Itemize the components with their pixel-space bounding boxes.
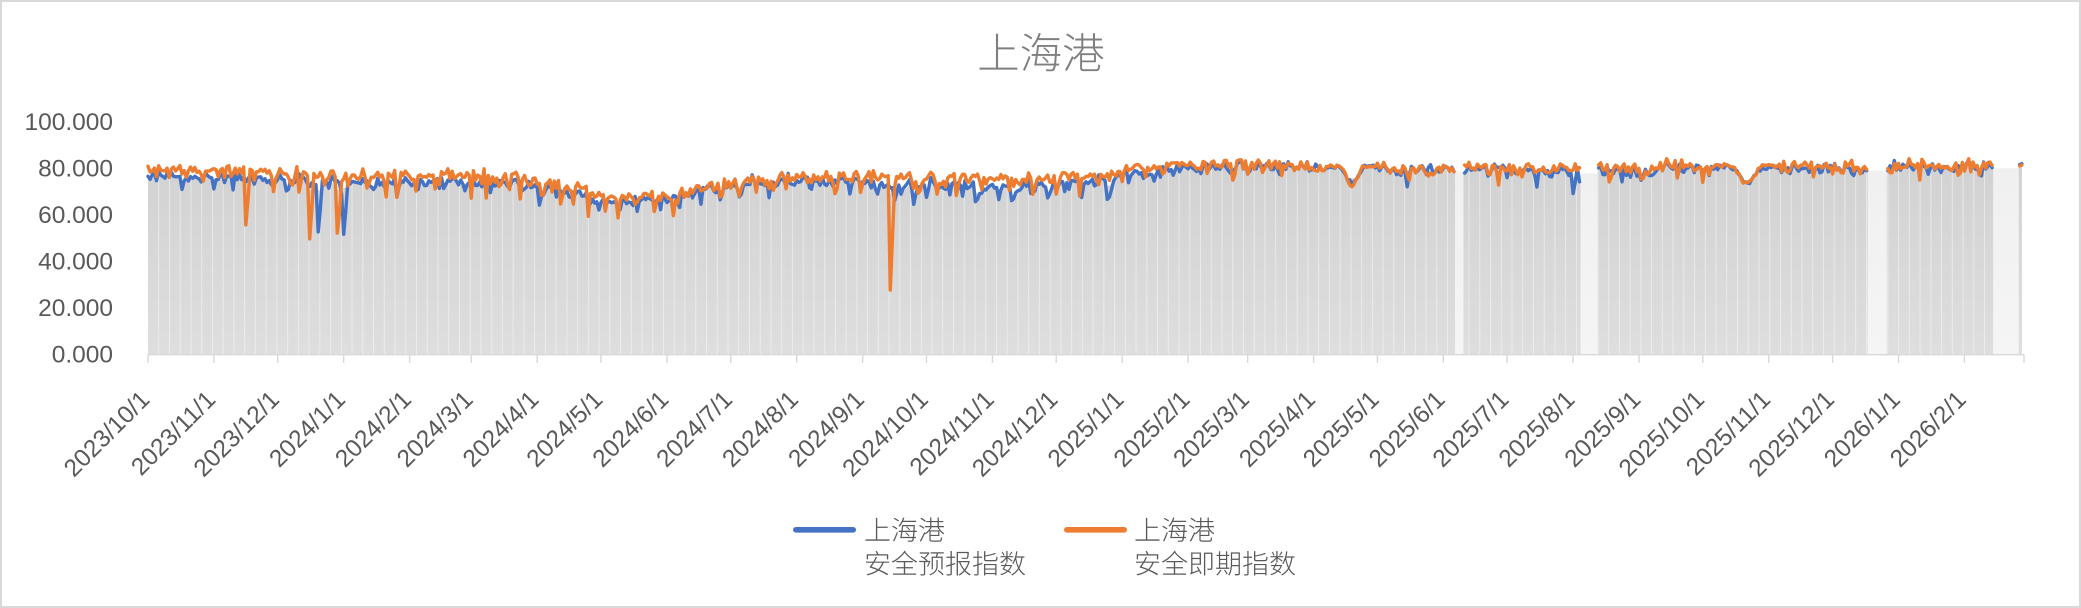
svg-text:40.000: 40.000 bbox=[38, 249, 113, 276]
svg-text:0.000: 0.000 bbox=[52, 342, 113, 369]
svg-text:80.000: 80.000 bbox=[38, 156, 113, 183]
svg-text:20.000: 20.000 bbox=[38, 295, 113, 322]
svg-text:60.000: 60.000 bbox=[38, 202, 113, 229]
svg-text:100.000: 100.000 bbox=[24, 109, 113, 136]
